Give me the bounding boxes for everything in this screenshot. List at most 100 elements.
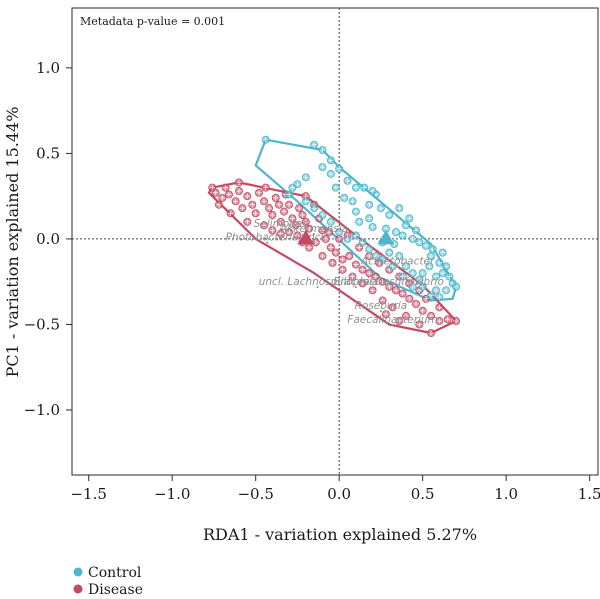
- data-point: [343, 176, 352, 185]
- data-point: [365, 245, 374, 254]
- data-point: [368, 222, 377, 231]
- data-point: [335, 228, 344, 237]
- data-point: [260, 197, 269, 206]
- data-point: [268, 226, 277, 235]
- data-point: [318, 145, 327, 154]
- biplot-taxon-label: Faecalibacterium: [347, 314, 438, 326]
- data-point: [435, 303, 444, 312]
- data-point: [411, 299, 420, 308]
- points-control: [261, 135, 461, 302]
- x-tick-label: 0.5: [411, 485, 435, 503]
- data-point: [358, 238, 367, 247]
- data-point: [343, 234, 352, 243]
- data-point: [288, 183, 297, 192]
- data-point: [276, 229, 285, 238]
- data-point: [243, 192, 252, 201]
- data-point: [255, 188, 264, 197]
- biplot-taxon-label: Photobacterium: [226, 232, 310, 244]
- data-point: [358, 279, 367, 288]
- data-point: [331, 248, 340, 257]
- data-point: [405, 294, 414, 303]
- data-point: [260, 221, 269, 230]
- legend-marker-disease: [73, 584, 83, 594]
- data-point: [276, 217, 285, 226]
- data-point: [438, 248, 447, 257]
- data-point: [226, 209, 235, 218]
- data-point: [452, 282, 461, 291]
- data-point: [432, 272, 441, 281]
- data-point: [422, 241, 431, 250]
- biplot-taxon-label: Desulfovibrio: [375, 276, 444, 288]
- data-point: [285, 200, 294, 209]
- data-point: [443, 315, 452, 324]
- data-point: [305, 224, 314, 233]
- data-point: [221, 183, 230, 192]
- biplot-arrow-tip: [316, 286, 319, 289]
- y-tick-label: 1.0: [36, 59, 60, 77]
- metadata-p-value-annotation: Metadata p-value = 0.001: [80, 15, 225, 28]
- data-point: [385, 282, 394, 291]
- data-point: [401, 311, 410, 320]
- data-point: [378, 277, 387, 286]
- x-tick-label: 1.5: [578, 485, 600, 503]
- biplot-arrow-tip: [354, 286, 357, 289]
- data-point: [360, 183, 369, 192]
- data-point: [368, 286, 377, 295]
- data-point: [427, 252, 436, 261]
- data-point: [288, 214, 297, 223]
- data-point: [435, 317, 444, 326]
- data-point: [318, 163, 327, 172]
- data-point: [442, 286, 451, 295]
- data-point: [371, 252, 380, 261]
- data-point: [415, 238, 424, 247]
- data-point: [268, 210, 277, 219]
- data-point: [345, 252, 354, 261]
- biplot-taxon-label: Akkermansia: [279, 223, 348, 235]
- data-point: [231, 197, 240, 206]
- x-tick-label: 0.0: [327, 485, 351, 503]
- data-point: [214, 200, 223, 209]
- data-point: [438, 269, 447, 278]
- data-point: [321, 234, 330, 243]
- data-point: [371, 272, 380, 281]
- centroid-disease: [297, 229, 315, 245]
- y-tick-label: 0.5: [36, 144, 60, 162]
- data-point: [335, 164, 344, 173]
- data-point: [224, 190, 233, 199]
- data-point: [365, 214, 374, 223]
- data-point: [398, 272, 407, 281]
- data-point: [251, 209, 260, 218]
- data-point: [243, 217, 252, 226]
- data-point: [435, 258, 444, 267]
- data-point: [378, 296, 387, 305]
- data-point: [338, 265, 347, 274]
- data-point: [418, 306, 427, 315]
- data-point: [408, 269, 417, 278]
- data-point: [305, 243, 314, 252]
- centroid-control: [377, 229, 395, 245]
- data-point: [275, 200, 284, 209]
- data-point: [234, 178, 243, 187]
- data-point: [310, 140, 319, 149]
- data-point: [335, 234, 344, 243]
- data-point: [295, 204, 304, 213]
- legend-marker-control: [73, 567, 83, 577]
- data-point: [351, 260, 360, 269]
- data-point: [326, 217, 335, 226]
- data-point: [442, 262, 451, 271]
- data-point: [351, 231, 360, 240]
- legend-label-control: Control: [88, 565, 142, 581]
- hull-disease: [207, 181, 458, 335]
- data-point: [391, 228, 400, 237]
- data-point: [401, 262, 410, 271]
- data-point: [358, 265, 367, 274]
- data-point: [293, 231, 302, 240]
- data-point: [234, 187, 243, 196]
- data-point: [301, 217, 310, 226]
- data-point: [328, 258, 337, 267]
- data-point: [248, 200, 257, 209]
- legend-label-disease: Disease: [88, 582, 143, 598]
- x-tick-label: −1.0: [154, 485, 190, 503]
- x-axis-title: RDA1 - variation explained 5.27%: [203, 525, 477, 544]
